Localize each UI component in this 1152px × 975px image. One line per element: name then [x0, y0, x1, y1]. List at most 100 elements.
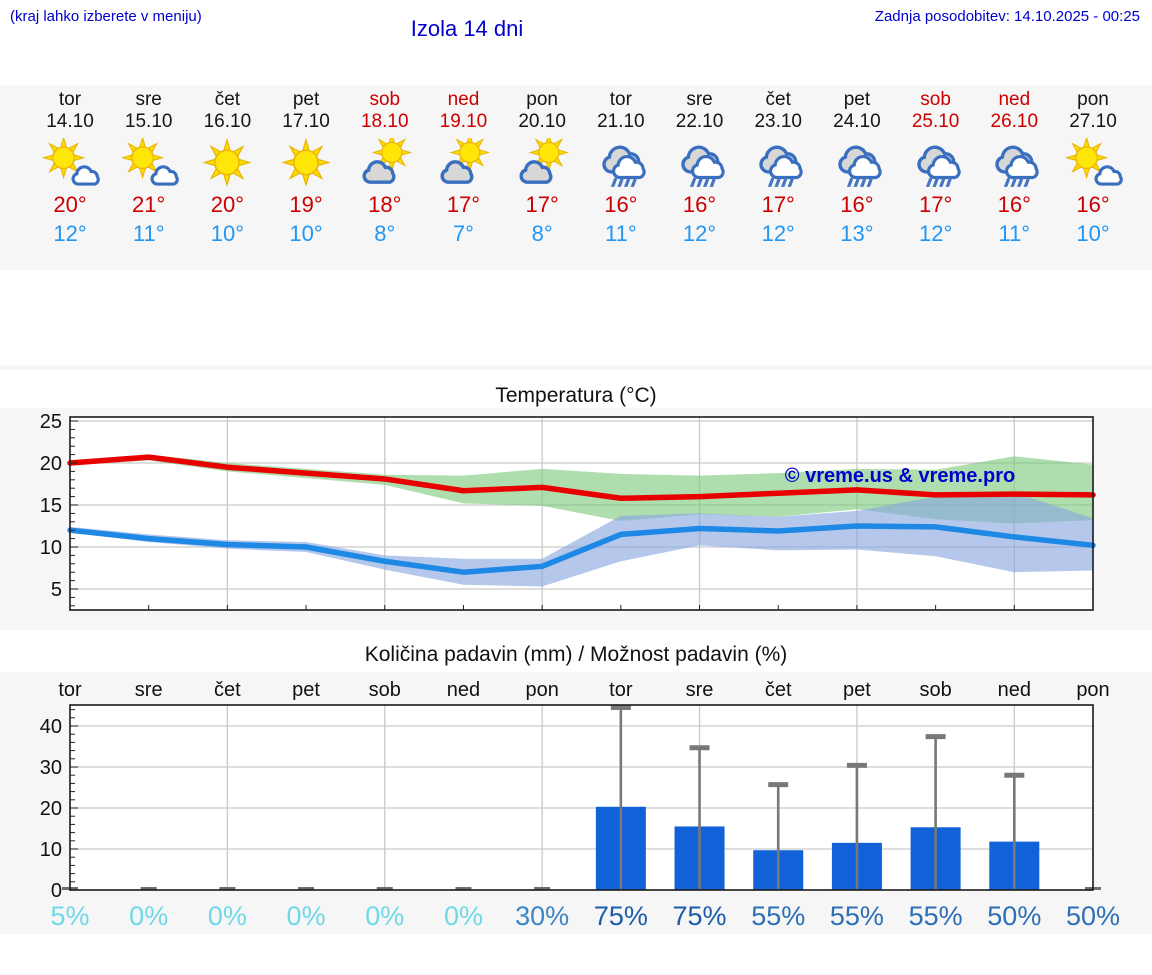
- day-column-22.10: sre 22.10 16° 12°: [658, 85, 742, 247]
- precip-zero-marker: [140, 887, 157, 890]
- low-temp: 7°: [452, 221, 474, 246]
- day-date: 21.10: [597, 111, 645, 132]
- day-date: 24.10: [833, 111, 881, 132]
- day-date: 22.10: [675, 111, 724, 132]
- high-temp: 17°: [446, 192, 481, 217]
- day-date: 23.10: [754, 111, 802, 132]
- section-divider: [0, 365, 1152, 370]
- high-temp: 16°: [682, 192, 717, 217]
- last-updated: Zadnja posodobitev: 14.10.2025 - 00:25: [874, 8, 1140, 25]
- precip-probability: 5%: [50, 901, 89, 931]
- precip-probability: 75%: [594, 901, 648, 931]
- day-name: sre: [135, 89, 162, 110]
- sun-gray-cloud-icon: [355, 138, 415, 187]
- sun-small-cloud-icon: [119, 138, 179, 187]
- temp-y-tick-label: 20: [40, 453, 62, 475]
- precip-probability: 0%: [365, 901, 404, 931]
- page-title: Izola 14 dni: [410, 16, 524, 41]
- low-temp: 10°: [1076, 221, 1110, 246]
- precip-probability: 55%: [830, 901, 884, 931]
- day-name: sob: [920, 89, 951, 110]
- precip-zero-marker: [376, 887, 393, 890]
- precip-zero-marker: [219, 887, 236, 890]
- rain-icon: [906, 138, 966, 187]
- rain-icon: [984, 138, 1044, 187]
- day-name: tor: [609, 89, 632, 110]
- day-name: pet: [292, 89, 320, 110]
- precip-day-label: tor: [58, 679, 82, 701]
- low-temp: 12°: [761, 221, 795, 246]
- precip-probability: 75%: [673, 901, 727, 931]
- day-date: 16.10: [203, 111, 252, 132]
- precip-probability: 0%: [444, 901, 483, 931]
- day-name: ned: [447, 89, 480, 110]
- precip-day-label: pon: [525, 679, 558, 701]
- high-temp: 16°: [840, 192, 874, 217]
- sun-small-cloud-icon: [1063, 138, 1123, 187]
- precip-day-label: pet: [292, 679, 320, 701]
- day-name: tor: [58, 89, 82, 110]
- day-date: 14.10: [46, 111, 94, 132]
- precip-probability: 30%: [515, 901, 569, 931]
- low-temp: 8°: [374, 221, 396, 246]
- precip-y-tick-label: 40: [40, 716, 62, 738]
- day-name: pon: [526, 89, 558, 110]
- day-name: sre: [686, 89, 713, 110]
- precip-probability: 50%: [987, 901, 1041, 931]
- high-temp: 19°: [289, 192, 323, 217]
- precip-zero-marker: [455, 887, 472, 890]
- low-temp: 11°: [605, 221, 637, 246]
- day-date: 19.10: [439, 111, 488, 132]
- precip-y-tick-label: 0: [51, 880, 62, 902]
- precip-day-label: sre: [135, 679, 163, 701]
- rain-icon: [591, 138, 651, 187]
- temp-y-tick-label: 15: [40, 495, 62, 517]
- sun-icon: [197, 138, 257, 187]
- precip-y-tick-label: 20: [40, 798, 62, 820]
- precip-day-label: pet: [843, 679, 871, 701]
- day-name: čet: [214, 89, 241, 110]
- day-column-18.10: sob 18.10 18° 8°: [343, 85, 427, 247]
- precip-day-label: čet: [214, 679, 241, 701]
- precip-day-label: pon: [1076, 679, 1109, 701]
- day-column-17.10: pet 17.10 19° 10°: [264, 85, 348, 247]
- temp-y-tick-label: 5: [51, 579, 62, 601]
- day-name: pon: [1077, 89, 1109, 110]
- precip-day-label: ned: [447, 679, 480, 701]
- precip-day-label: čet: [765, 679, 792, 701]
- sun-small-cloud-icon: [40, 138, 100, 187]
- rain-icon: [827, 138, 887, 187]
- precip-probability: 0%: [129, 901, 168, 931]
- day-column-24.10: pet 24.10 16° 13°: [815, 85, 899, 247]
- day-date: 18.10: [360, 111, 409, 132]
- day-date: 20.10: [518, 111, 566, 132]
- day-column-25.10: sob 25.10 17° 12°: [894, 85, 978, 247]
- location-hint: (kraj lahko izberete v meniju): [10, 8, 202, 25]
- precip-probability: 50%: [1066, 901, 1120, 931]
- rain-icon: [748, 138, 808, 187]
- high-temp: 21°: [132, 192, 166, 217]
- day-date: 26.10: [990, 111, 1039, 132]
- min-temp-range-band: [70, 492, 1093, 587]
- precip-day-label: sob: [369, 679, 401, 701]
- low-temp: 10°: [210, 221, 245, 246]
- precip-probability: 0%: [287, 901, 326, 931]
- precip-zero-marker: [298, 887, 315, 890]
- day-date: 25.10: [911, 111, 960, 132]
- day-column-16.10: čet 16.10 20° 10°: [185, 85, 269, 247]
- low-temp: 11°: [998, 221, 1031, 246]
- high-temp: 16°: [1076, 192, 1110, 217]
- precip-y-tick-label: 10: [40, 839, 62, 861]
- max-temp-line: [67, 454, 1096, 502]
- temperature-chart: 5 10 15 20 25 © vreme.us & vreme.pro: [0, 408, 1152, 630]
- sun-gray-cloud-icon: [512, 138, 572, 187]
- precipitation-chart: tor sre čet pet sob ned pon tor sre čet pet sob ned p…: [0, 672, 1152, 934]
- low-temp: 11°: [132, 221, 165, 246]
- precip-zero-marker: [534, 887, 551, 890]
- day-column-23.10: čet 23.10 17° 12°: [736, 85, 820, 247]
- temperature-chart-title: Temperatura (°C): [495, 384, 657, 407]
- precip-day-label: tor: [609, 679, 633, 701]
- day-name: sob: [369, 89, 401, 110]
- low-temp: 12°: [53, 221, 87, 246]
- day-column-26.10: ned 26.10 16° 11°: [972, 85, 1056, 247]
